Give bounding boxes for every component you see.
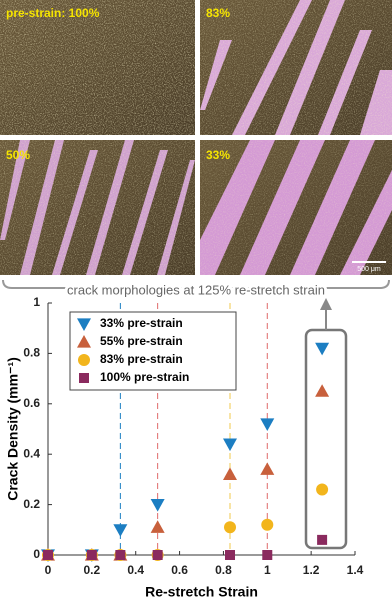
x-tick-label: 0.6 [171, 563, 188, 577]
legend-marker [79, 373, 89, 383]
scale-bar-label: 500 μm [357, 266, 381, 273]
legend-label: 33% pre-strain [100, 316, 183, 330]
marker [316, 483, 329, 496]
caption: crack morphologies at 125% re-stretch st… [67, 282, 325, 297]
y-tick-label: 0.8 [23, 346, 40, 360]
panel-label: 83% [206, 6, 230, 20]
legend-marker [77, 318, 91, 331]
x-tick-label: 1.2 [303, 563, 320, 577]
legend-label: 83% pre-strain [100, 352, 183, 366]
marker [115, 550, 126, 560]
legend-marker [77, 335, 91, 348]
marker [317, 534, 328, 545]
marker [223, 467, 238, 480]
plot: 0 0.2 0.4 0.6 0.8 1 1.2 1.4 0 0.2 0.4 0.6 0.8 1 Re-str… [5, 295, 364, 600]
legend-label: 100% pre-strain [100, 370, 189, 384]
x-tick-label: 1.4 [347, 563, 364, 577]
y-axis-label: Crack Density (mm⁻¹) [5, 357, 21, 501]
marker [86, 550, 97, 560]
x-tick-label: 0.2 [84, 563, 101, 577]
marker [150, 499, 165, 512]
legend-box [69, 311, 237, 391]
x-axis-label: Re-stretch Strain [145, 584, 258, 600]
y-tick-label: 0.6 [23, 396, 40, 410]
micrographs: pre-strain: 100% 83% 50% 33% 500 μm [0, 0, 392, 275]
panel-label: pre-strain: 100% [6, 6, 100, 20]
marker [262, 550, 273, 560]
x-tick-label: 1 [264, 563, 271, 577]
y-tick-label: 0.2 [23, 497, 40, 511]
marker [224, 521, 237, 534]
marker [150, 520, 165, 533]
marker [223, 438, 238, 452]
arrow-head [320, 298, 332, 310]
marker [43, 550, 53, 560]
panel-label: 50% [6, 148, 30, 162]
y-tick-label: 0.4 [23, 446, 40, 460]
marker [260, 418, 275, 431]
marker [261, 518, 274, 531]
marker [260, 462, 275, 475]
highlight-box [304, 328, 348, 550]
bracket [2, 279, 390, 297]
x-tick-label: 0.4 [127, 563, 144, 577]
y-tick-label: 1 [33, 295, 40, 309]
marker [113, 524, 128, 537]
marker [152, 550, 163, 560]
marker [315, 342, 330, 356]
legend-marker [78, 354, 90, 366]
legend-label: 55% pre-strain [100, 334, 183, 348]
x-tick-label: 0.8 [215, 563, 232, 577]
y-tick-label: 0 [33, 547, 40, 561]
marker [315, 384, 330, 397]
panel-label: 33% [206, 148, 230, 162]
marker [225, 550, 236, 560]
x-tick-label: 0 [45, 563, 52, 577]
